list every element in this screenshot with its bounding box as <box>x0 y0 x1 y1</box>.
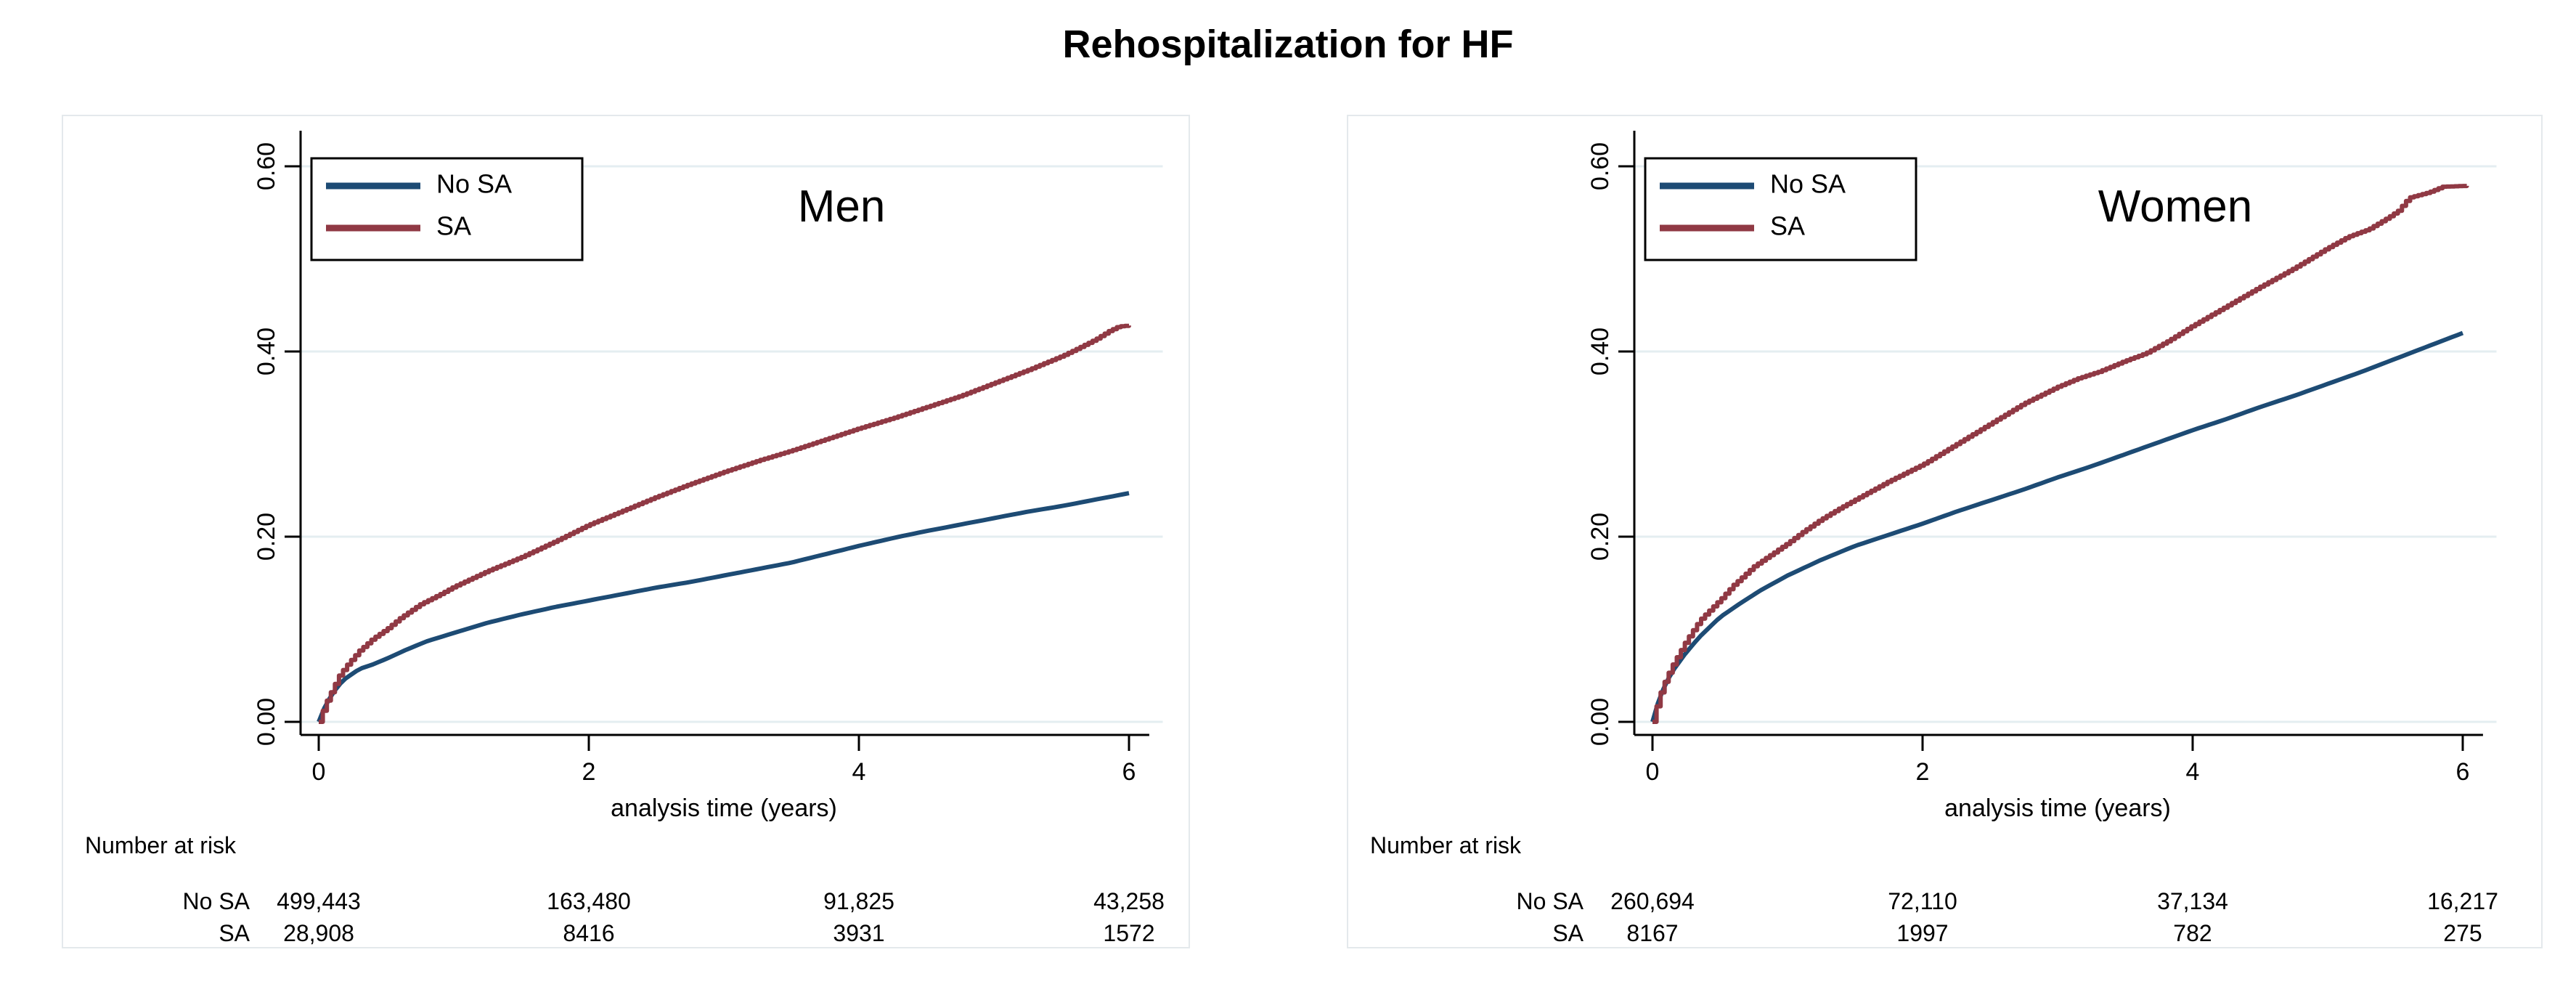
x-tick-label: 6 <box>1122 758 1136 786</box>
risk-value: 499,443 <box>277 888 361 914</box>
figure-title: Rehospitalization for HF <box>1062 23 1514 66</box>
legend-label: No SA <box>1770 169 1846 199</box>
curve-sa <box>319 323 1131 724</box>
x-axis-title: analysis time (years) <box>1944 794 2171 822</box>
legend-label: SA <box>1770 211 1805 241</box>
y-tick-label: 0.60 <box>1586 142 1614 190</box>
risk-value: 72,110 <box>1888 888 1957 914</box>
curve-sa <box>1652 184 2469 724</box>
y-tick-label: 0.00 <box>253 698 280 746</box>
risk-value: 37,134 <box>2157 888 2228 914</box>
chart-men: 0.00 0.20 0.40 0.60 0 2 4 6 analysis time (years… <box>85 131 1165 946</box>
risk-value: 3931 <box>833 920 884 946</box>
x-tick-label: 6 <box>2456 758 2470 786</box>
risk-value: 43,258 <box>1093 888 1165 914</box>
risk-value: 260,694 <box>1610 888 1695 914</box>
risk-table-header: Number at risk <box>85 832 237 858</box>
risk-row-label: SA <box>1552 920 1583 946</box>
risk-value: 275 <box>2443 920 2482 946</box>
risk-value: 782 <box>2173 920 2212 946</box>
panel-title: Men <box>798 182 886 232</box>
risk-value: 1997 <box>1896 920 1948 946</box>
y-tick-label: 0.60 <box>253 142 280 190</box>
risk-table-header: Number at risk <box>1370 832 1522 858</box>
risk-value: 16,217 <box>2427 888 2498 914</box>
y-tick-label: 0.20 <box>253 513 280 561</box>
chart-women: 0.00 0.20 0.40 0.60 0 2 4 6 analysis time (years… <box>1370 131 2498 946</box>
legend-label: SA <box>436 211 471 241</box>
curve-no-sa <box>1650 330 2464 723</box>
x-tick-label: 2 <box>582 758 596 786</box>
x-tick-label: 0 <box>312 758 326 786</box>
risk-row-label: No SA <box>183 888 250 914</box>
x-axis-title: analysis time (years) <box>611 794 837 822</box>
x-tick-label: 4 <box>2186 758 2200 786</box>
risk-value: 1572 <box>1103 920 1154 946</box>
curve-no-sa <box>317 491 1130 723</box>
panel-title: Women <box>2098 182 2253 232</box>
y-tick-label: 0.20 <box>1586 513 1614 561</box>
panel-men: 0.00 0.20 0.40 0.60 0 2 4 6 analysis time (years… <box>62 115 1190 948</box>
risk-value: 8416 <box>563 920 614 946</box>
risk-value: 91,825 <box>823 888 894 914</box>
risk-value: 163,480 <box>547 888 631 914</box>
y-tick-label: 0.40 <box>253 328 280 375</box>
risk-row-label: SA <box>219 920 250 946</box>
risk-value: 28,908 <box>283 920 354 946</box>
x-tick-label: 0 <box>1646 758 1660 786</box>
legend-box <box>1644 157 1917 261</box>
panel-women: 0.00 0.20 0.40 0.60 0 2 4 6 analysis time (years… <box>1347 115 2543 948</box>
x-tick-label: 4 <box>852 758 866 786</box>
legend-box <box>310 157 584 261</box>
y-tick-label: 0.00 <box>1586 698 1614 746</box>
y-tick-label: 0.40 <box>1586 328 1614 375</box>
risk-value: 8167 <box>1626 920 1678 946</box>
legend-label: No SA <box>436 169 512 199</box>
risk-row-label: No SA <box>1517 888 1584 914</box>
x-tick-label: 2 <box>1916 758 1930 786</box>
